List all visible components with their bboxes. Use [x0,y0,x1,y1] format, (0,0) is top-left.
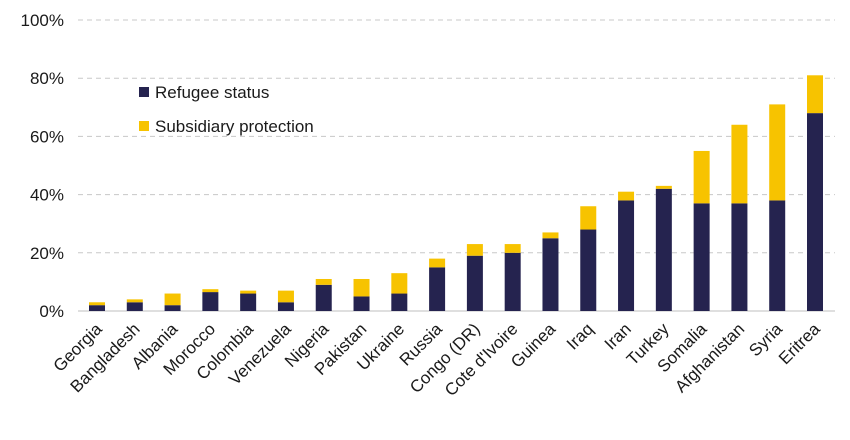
bars [89,75,823,312]
y-tick-label: 80% [30,69,64,88]
bar-subsidiary-protection [542,232,559,239]
bar-refugee-status [391,293,408,311]
bar-refugee-status [240,293,257,311]
bar-subsidiary-protection [504,244,521,253]
legend: Refugee status Subsidiary protection [139,83,314,136]
bar-refugee-status [693,203,710,311]
bar-subsidiary-protection [126,299,143,303]
legend-swatch-subsidiary-protection [139,121,149,131]
y-tick-label: 60% [30,127,64,146]
bar-subsidiary-protection [202,289,219,293]
bar-subsidiary-protection [391,273,408,294]
bar-subsidiary-protection [240,290,257,294]
y-tick-label: 100% [21,11,64,30]
legend-swatch-refugee-status [139,87,149,97]
bar-refugee-status [466,255,483,311]
bar-subsidiary-protection [769,104,786,201]
bar-refugee-status [353,296,370,311]
bar-subsidiary-protection [580,206,597,230]
y-tick-label: 40% [30,186,64,205]
bar-subsidiary-protection [277,290,294,303]
gridlines [78,19,835,312]
bar-refugee-status [580,229,597,311]
bar-refugee-status [202,292,219,311]
legend-label-subsidiary-protection: Subsidiary protection [155,117,314,136]
bar-subsidiary-protection [164,293,181,306]
bar-subsidiary-protection [89,302,105,306]
bar-subsidiary-protection [429,258,446,268]
x-axis-labels: GeorgiaBangladeshAlbaniaMoroccoColombiaV… [50,319,825,400]
bar-refugee-status [731,203,748,311]
bar-refugee-status [126,302,143,311]
bar-refugee-status [504,252,521,311]
bar-refugee-status [277,302,294,311]
x-tick-label: Eritrea [775,319,824,368]
bar-refugee-status [164,305,181,311]
y-axis-ticks: 0% 20% 40% 60% 80% 100% [21,11,64,321]
y-tick-label: 0% [39,302,64,321]
bar-refugee-status [542,238,559,311]
legend-label-refugee-status: Refugee status [155,83,269,102]
bar-subsidiary-protection [315,278,332,285]
bar-subsidiary-protection [466,244,483,256]
x-tick-label: Iraq [563,319,597,353]
bar-subsidiary-protection [618,191,635,201]
bar-subsidiary-protection [655,185,672,189]
bar-refugee-status [315,284,332,311]
y-tick-label: 20% [30,244,64,263]
bar-refugee-status [89,305,105,311]
bar-refugee-status [655,188,672,311]
bar-refugee-status [769,200,786,311]
bar-subsidiary-protection [693,150,710,204]
bar-subsidiary-protection [807,75,823,114]
bar-subsidiary-protection [731,124,748,204]
bar-refugee-status [429,267,446,311]
bar-refugee-status [807,113,823,312]
bar-subsidiary-protection [353,278,370,297]
bar-refugee-status [618,200,635,311]
